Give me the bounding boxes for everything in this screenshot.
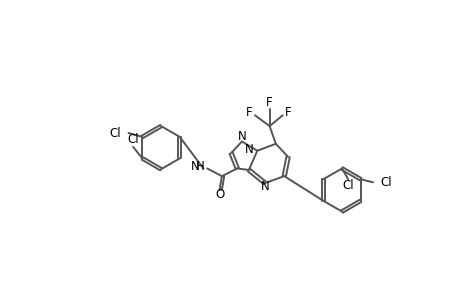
Text: N: N [244, 143, 253, 157]
Text: Cl: Cl [341, 179, 353, 192]
Text: Cl: Cl [109, 127, 121, 140]
Text: O: O [215, 188, 224, 201]
Text: N: N [190, 160, 199, 173]
Text: Cl: Cl [127, 133, 139, 146]
Text: H: H [195, 160, 204, 173]
Text: Cl: Cl [380, 176, 392, 189]
Text: N: N [238, 130, 246, 143]
Text: F: F [284, 106, 291, 119]
Text: N: N [260, 180, 269, 194]
Text: F: F [246, 106, 252, 119]
Text: F: F [266, 97, 272, 110]
